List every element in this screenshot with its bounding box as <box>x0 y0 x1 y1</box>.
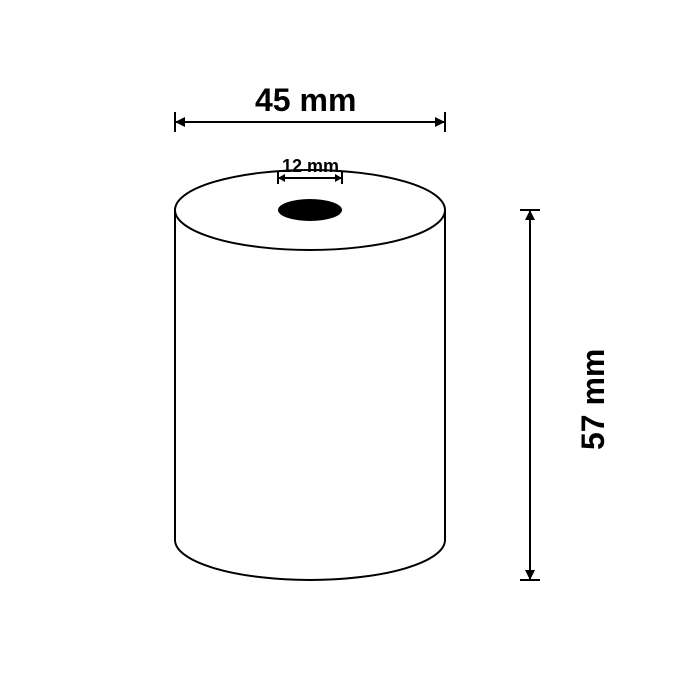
outer-diameter-label: 45 mm <box>255 82 356 119</box>
height-label: 57 mm <box>575 349 612 450</box>
core-diameter-label: 12 mm <box>282 156 339 177</box>
diagram-stage: 45 mm 12 mm 57 mm <box>0 0 700 700</box>
